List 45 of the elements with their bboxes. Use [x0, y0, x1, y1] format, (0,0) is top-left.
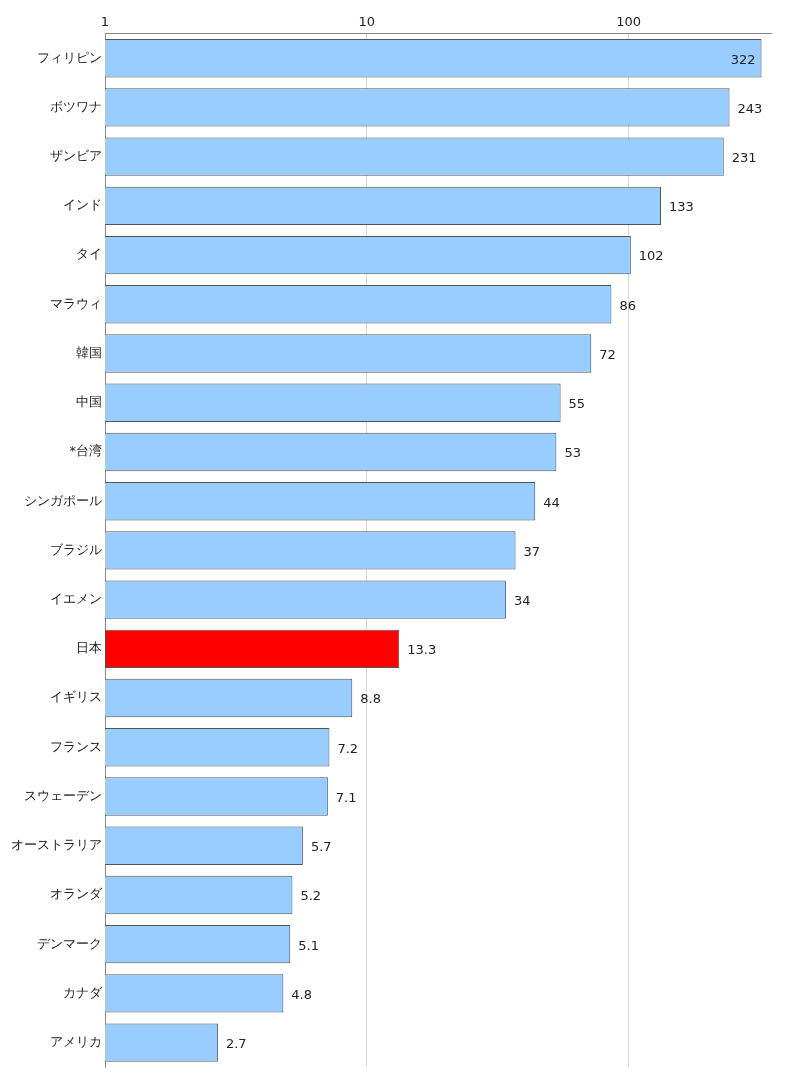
data-label: 5.7 — [310, 839, 332, 855]
data-label: 133 — [668, 199, 694, 215]
y-tick-label: 日本 — [76, 640, 102, 656]
y-tick-label: *台湾 — [69, 443, 102, 459]
y-tick-label: フィリピン — [37, 49, 102, 65]
data-label: 2.7 — [225, 1035, 247, 1051]
y-tick-label: ザンビア — [50, 148, 102, 164]
y-tick-label: ブラジル — [50, 541, 102, 557]
data-label: 4.8 — [291, 986, 313, 1002]
data-label: 34 — [513, 592, 531, 608]
y-tick-label: 韓国 — [76, 344, 102, 360]
y-tick-label: カナダ — [63, 984, 103, 1000]
data-label: 7.1 — [335, 789, 357, 805]
data-label: 44 — [543, 494, 560, 510]
y-tick-label: フランス — [50, 738, 102, 754]
y-tick-label: アメリカ — [50, 1033, 102, 1049]
data-label: 8.8 — [360, 691, 381, 707]
data-label: 231 — [731, 150, 757, 166]
data-label: 243 — [737, 100, 763, 116]
data-label: 55 — [568, 396, 586, 412]
data-label: 102 — [638, 248, 664, 264]
data-label: 86 — [619, 297, 636, 313]
x-tick-label: 10 — [358, 14, 376, 30]
y-tick-label: 中国 — [76, 394, 102, 410]
data-label: 72 — [599, 346, 616, 362]
data-label: 37 — [523, 543, 541, 559]
data-label: 53 — [564, 445, 581, 461]
x-tick-label: 100 — [616, 14, 641, 30]
y-tick-label: オーストラリア — [11, 837, 102, 853]
y-tick-label: イエメン — [50, 590, 102, 606]
y-tick-label: シンガポール — [24, 492, 102, 508]
x-tick-label: 1 — [100, 14, 110, 30]
y-tick-label: ボツワナ — [50, 98, 102, 114]
y-tick-label: タイ — [76, 246, 102, 262]
y-tick-label: スウェーデン — [24, 787, 102, 803]
y-tick-label: インド — [63, 197, 102, 213]
data-label: 7.2 — [337, 740, 359, 756]
y-tick-label: オランダ — [50, 886, 103, 902]
y-tick-label: イギリス — [50, 689, 102, 705]
data-label: 5.1 — [298, 937, 319, 953]
data-label: 5.2 — [300, 888, 322, 904]
data-label: 322 — [730, 51, 756, 67]
y-tick-label: デンマーク — [37, 935, 102, 951]
y-tick-label: マラウィ — [50, 295, 102, 311]
data-label: 13.3 — [407, 642, 437, 658]
